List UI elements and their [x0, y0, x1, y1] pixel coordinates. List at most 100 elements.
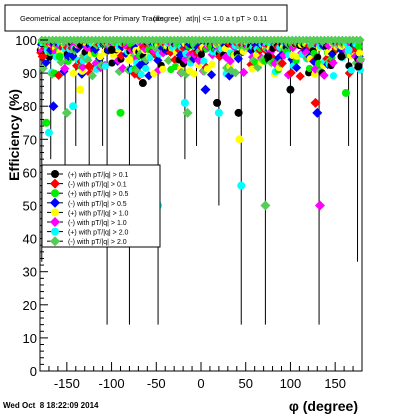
legend-marker [51, 227, 59, 236]
data-point [48, 101, 59, 112]
data-point [237, 181, 246, 190]
x-tick-label: -50 [147, 376, 166, 391]
timestamp: Wed Oct 8 18:22:09 2014 [3, 401, 99, 410]
data-point [125, 55, 134, 64]
chart-title-cut: at|η| <= 1.0 a t pT > 0.11 [186, 14, 267, 23]
data-point [203, 65, 212, 73]
legend-label: (+) with pT/|q| > 2.0 [68, 230, 129, 237]
data-point [310, 97, 321, 108]
y-tick-label: 70 [23, 132, 37, 147]
legend-label: (+) with pT/|q| > 1.0 [68, 210, 129, 217]
data-point [230, 68, 241, 78]
data-point [83, 55, 93, 65]
data-point [213, 98, 222, 107]
data-point [90, 44, 100, 55]
y-axis-label: Efficiency (%) [6, 89, 22, 181]
data-point [190, 70, 198, 78]
data-point [354, 62, 363, 71]
data-point [101, 62, 110, 70]
data-point [214, 108, 223, 117]
data-point [107, 45, 116, 54]
data-point [182, 107, 193, 118]
data-point [44, 128, 53, 137]
data-point [61, 107, 72, 118]
data-point [337, 52, 346, 61]
data-point [286, 68, 296, 78]
x-tick-label: 0 [197, 376, 204, 391]
data-points [36, 35, 366, 211]
data-point [116, 108, 125, 117]
data-point [225, 56, 235, 66]
data-point [38, 63, 48, 73]
data-point [312, 107, 323, 118]
data-point [270, 58, 280, 69]
data-point [76, 85, 85, 94]
data-point [55, 52, 64, 61]
data-point [84, 61, 95, 72]
legend-marker [50, 197, 60, 208]
x-tick-label: 50 [238, 376, 252, 391]
data-point [286, 85, 295, 94]
data-point [146, 53, 154, 61]
legend-label: (+) with pT/|q| > 0.5 [68, 191, 129, 198]
data-point [295, 71, 305, 81]
data-point [69, 102, 78, 111]
data-point [197, 50, 205, 59]
data-point [322, 53, 332, 64]
y-tick-label: 80 [23, 99, 37, 114]
data-point [165, 47, 176, 57]
data-point [60, 63, 70, 74]
data-point [260, 200, 271, 211]
data-point [305, 64, 314, 73]
data-point [264, 52, 273, 61]
legend-marker [50, 178, 60, 189]
data-point [327, 49, 337, 59]
data-point [234, 108, 243, 117]
data-point [336, 45, 346, 55]
data-point [314, 53, 322, 61]
data-point [319, 70, 329, 80]
data-point [87, 71, 97, 81]
y-tick-label: 90 [23, 66, 37, 81]
data-point [116, 51, 126, 61]
data-point [355, 43, 363, 51]
legend-label: (-) with pT/|q| > 2.0 [68, 239, 127, 246]
y-tick-label: 0 [30, 364, 37, 379]
data-point [310, 64, 320, 74]
data-point [45, 45, 56, 55]
chart-title: Geometrical acceptance for Primary Track… [20, 14, 164, 23]
data-point [347, 66, 355, 74]
legend-label: (+) with pT/|q| > 0.1 [68, 172, 129, 179]
data-point [194, 55, 204, 66]
data-point [69, 69, 77, 77]
data-point [200, 84, 211, 95]
legend-box [41, 164, 161, 248]
chart-title-overlay: (degree) [153, 14, 182, 23]
data-point [208, 60, 216, 68]
legend-label: (-) with pT/|q| > 0.5 [68, 201, 127, 208]
data-point [306, 41, 317, 51]
data-point [200, 57, 208, 65]
legend-marker [51, 170, 59, 178]
x-tick-label: -150 [54, 376, 80, 391]
y-tick-label: 10 [23, 331, 37, 346]
data-point [355, 49, 364, 57]
data-point [42, 118, 51, 127]
data-point [291, 62, 302, 73]
axes: 0 10 20 30 40 50 60 70 80 90 100 -150 -100 -50 0 50 100 1… [15, 33, 363, 391]
data-point [137, 70, 145, 79]
data-point [314, 200, 325, 211]
legend-label: (-) with pT/|q| > 1.0 [68, 220, 127, 227]
data-point [301, 48, 311, 58]
y-tick-label: 50 [23, 199, 37, 214]
data-point [72, 44, 82, 54]
data-point [199, 66, 209, 76]
data-point [233, 54, 243, 64]
legend: (+) with pT/|q| > 0.1 (-) with pT/|q| > 0… [47, 170, 129, 247]
data-point [328, 58, 338, 68]
legend-label: (-) with pT/|q| > 0.1 [68, 182, 127, 189]
data-point [159, 65, 167, 73]
data-point [54, 70, 64, 80]
data-point [138, 79, 147, 88]
